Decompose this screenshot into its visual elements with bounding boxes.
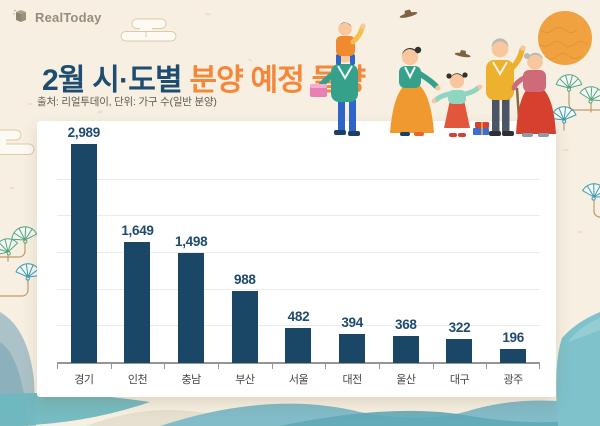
axis-tick [110, 364, 112, 369]
bar-value-label: 196 [502, 329, 524, 345]
bar [124, 242, 151, 363]
axis-tick [271, 364, 273, 369]
bar-value-label: 394 [341, 315, 363, 331]
title-part-orange: 분양 예정 물량 [181, 64, 366, 97]
bar-column: 196 [486, 330, 540, 363]
x-axis-line [57, 362, 540, 364]
category-label: 서울 [288, 374, 309, 386]
axis-tick [218, 364, 219, 369]
bar [339, 334, 366, 363]
gridline [57, 215, 540, 217]
bar-column: 482 [272, 309, 326, 363]
bar-column: 988 [218, 272, 272, 363]
bar [178, 253, 205, 363]
gridline [57, 288, 540, 290]
axis-tick [539, 364, 540, 369]
gridline [57, 252, 540, 253]
bar-value-label: 368 [395, 317, 417, 333]
bar [446, 339, 473, 363]
chart-panel: 경기 인천 충남 부산 서울 대전 울산 대구 광주 2,989 1,649 1,498 988 482 3… [37, 121, 556, 397]
bar-column: 1,498 [164, 234, 218, 363]
gridline [57, 178, 540, 180]
axis-tick [325, 364, 327, 369]
bar [231, 290, 258, 363]
category-axis: 경기 인천 충남 부산 서울 대전 울산 대구 광주 [57, 363, 540, 387]
cloud-scroll-left [0, 129, 35, 155]
category-label: 경기 [74, 374, 94, 386]
bar-chart: 경기 인천 충남 부산 서울 대전 울산 대구 광주 2,989 1,649 1,498 988 482 3… [57, 125, 540, 386]
bar-column: 394 [325, 315, 379, 363]
category-label: 대구 [449, 374, 470, 386]
category-label: 울산 [396, 374, 416, 386]
category-label: 광주 [503, 374, 524, 386]
bar [392, 336, 419, 363]
axis-tick [486, 364, 488, 369]
bar-column: 368 [379, 317, 433, 363]
source-caption: 출처: 리얼투데이, 단위: 가구 수(일반 분양) [37, 96, 217, 108]
bar-value-label: 988 [234, 271, 256, 287]
bar-value-label: 1,498 [175, 234, 208, 250]
realtoday-logo: RealToday [13, 9, 102, 26]
bar [285, 327, 312, 363]
title-part-navy: 2월 시·도별 [42, 64, 183, 97]
category-label: 대전 [342, 374, 363, 386]
bar-value-label: 1,649 [121, 223, 154, 239]
flying-hat-icon [399, 9, 471, 58]
bar-column: 322 [433, 320, 487, 363]
realtoday-logo-text: RealToday [35, 10, 102, 25]
bar [70, 143, 97, 363]
sun-icon [538, 11, 592, 65]
category-label: 인천 [127, 374, 148, 386]
bar-value-label: 2,989 [67, 124, 101, 140]
bar-column: 1,649 [111, 223, 165, 363]
axis-tick [57, 364, 58, 369]
gridline [57, 325, 540, 327]
cloud-scroll-top [120, 18, 177, 42]
bar-value-label: 322 [448, 320, 471, 336]
category-label: 부산 [235, 374, 255, 386]
axis-tick [164, 364, 166, 369]
category-label: 충남 [181, 374, 202, 386]
axis-tick [379, 364, 380, 369]
axis-tick [432, 364, 434, 369]
bar-column: 2,989 [57, 125, 111, 363]
realtoday-logo-icon [13, 9, 26, 22]
page-title: 2월 시·도별 분양 예정 물량 [42, 55, 366, 99]
bar [500, 348, 527, 363]
bar-value-label: 482 [287, 308, 310, 324]
